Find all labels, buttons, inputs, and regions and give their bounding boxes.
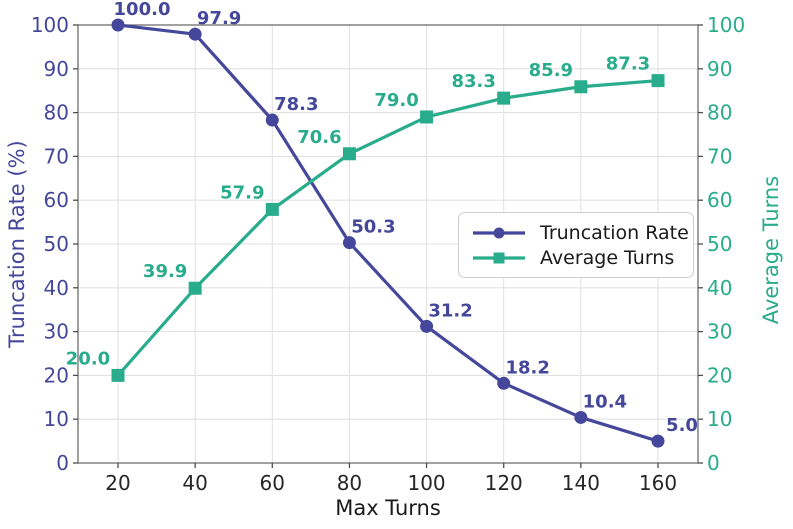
y-tick-label-right: 0: [707, 451, 720, 475]
point-label-average-turns: 39.9: [143, 261, 187, 282]
y-tick-label-right: 70: [707, 144, 732, 168]
point-label-average-turns: 79.0: [374, 90, 418, 111]
point-label-truncation-rate: 31.2: [428, 300, 472, 321]
y-tick-label-left: 80: [44, 101, 69, 125]
y-tick-label-right: 10: [707, 407, 732, 431]
marker-truncation-rate: [111, 18, 125, 32]
marker-truncation-rate: [342, 236, 356, 250]
y-tick-label-left: 50: [44, 232, 69, 256]
average-turns-line-icon: [473, 252, 525, 263]
point-label-truncation-rate: 50.3: [351, 217, 395, 238]
y-tick-label-right: 20: [707, 363, 732, 387]
x-axis-title: Max Turns: [335, 496, 441, 520]
point-label-truncation-rate: 97.9: [197, 8, 241, 29]
point-label-average-turns: 83.3: [452, 71, 496, 92]
x-tick-label: 140: [562, 471, 600, 495]
point-label-truncation-rate: 5.0: [666, 415, 698, 436]
y-tick-label-right: 60: [707, 188, 732, 212]
legend-item-truncation-rate: Truncation Rate: [471, 222, 689, 244]
point-label-truncation-rate: 78.3: [274, 94, 318, 115]
marker-truncation-rate: [265, 113, 279, 127]
y-tick-label-left: 0: [56, 451, 69, 475]
marker-truncation-rate: [497, 376, 511, 390]
marker-truncation-rate: [420, 319, 434, 333]
series-line-average-turns: [116, 79, 660, 377]
marker-average-turns: [188, 281, 202, 295]
marker-average-turns: [574, 80, 588, 94]
y-tick-label-left: 20: [44, 363, 69, 387]
x-tick-label: 20: [105, 471, 130, 495]
point-label-average-turns: 85.9: [529, 60, 573, 81]
point-label-truncation-rate: 18.2: [506, 357, 550, 378]
y-tick-label-left: 10: [44, 407, 69, 431]
series-line-truncation-rate: [116, 23, 660, 443]
marker-average-turns: [265, 202, 279, 216]
truncation-rate-line-icon: [473, 227, 525, 238]
right-axis-title: Average Turns: [759, 175, 783, 325]
point-label-average-turns: 20.0: [66, 348, 110, 369]
point-label-truncation-rate: 10.4: [583, 391, 627, 412]
point-label-average-turns: 70.6: [297, 127, 341, 148]
point-label-truncation-rate: 100.0: [114, 0, 171, 20]
legend-label-average-turns: Average Turns: [540, 246, 675, 269]
y-tick-label-left: 70: [44, 144, 69, 168]
y-tick-label-right: 80: [707, 101, 732, 125]
legend-label-truncation-rate: Truncation Rate: [540, 221, 689, 244]
x-tick-label: 80: [337, 471, 362, 495]
marker-truncation-rate: [188, 27, 202, 41]
legend-item-average-turns: Average Turns: [471, 247, 681, 269]
y-tick-label-left: 60: [44, 188, 69, 212]
legend: Truncation Rate Average Turns: [458, 212, 694, 278]
x-tick-label: 160: [639, 471, 677, 495]
y-tick-label-right: 100: [707, 13, 745, 37]
y-tick-label-left: 40: [44, 276, 69, 300]
marker-average-turns: [651, 74, 665, 88]
x-tick-label: 100: [407, 471, 445, 495]
marker-average-turns: [497, 91, 511, 105]
legend-marker-circle: [493, 227, 505, 238]
marker-truncation-rate: [574, 410, 588, 424]
point-label-average-turns: 57.9: [220, 182, 264, 203]
x-tick-label: 60: [260, 471, 285, 495]
y-tick-label-left: 30: [44, 320, 69, 344]
marker-average-turns: [420, 110, 434, 124]
legend-marker-square: [493, 252, 505, 263]
y-tick-label-left: 90: [44, 57, 69, 81]
y-tick-label-right: 40: [707, 276, 732, 300]
marker-truncation-rate: [651, 434, 665, 448]
y-tick-label-left: 100: [31, 13, 69, 37]
marker-average-turns: [111, 368, 125, 382]
x-tick-label: 40: [182, 471, 207, 495]
marker-average-turns: [342, 147, 356, 161]
y-tick-label-right: 50: [707, 232, 732, 256]
point-label-average-turns: 87.3: [606, 54, 650, 75]
y-tick-label-right: 90: [707, 57, 732, 81]
y-tick-label-right: 30: [707, 320, 732, 344]
left-axis-title: Truncation Rate (%): [5, 140, 29, 348]
x-tick-label: 120: [485, 471, 523, 495]
